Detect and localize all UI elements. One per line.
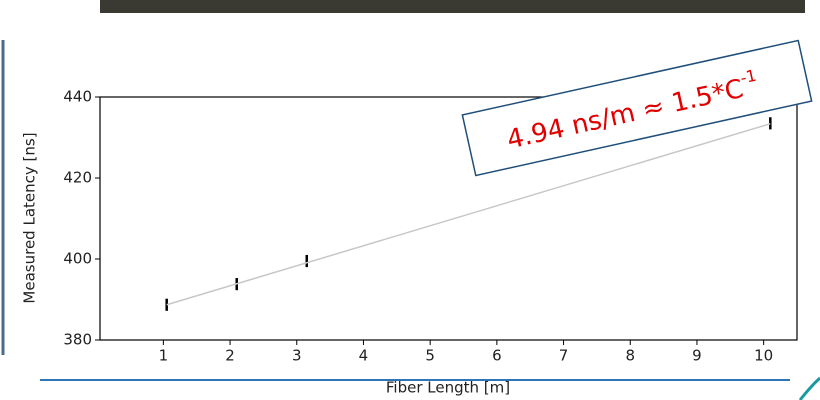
x-tick-label: 8 bbox=[625, 347, 635, 365]
x-tick-label: 3 bbox=[292, 347, 302, 365]
x-tick-label: 4 bbox=[359, 347, 369, 365]
y-tick-label: 440 bbox=[63, 88, 92, 106]
plot-frame bbox=[99, 96, 798, 341]
y-tick-label: 380 bbox=[63, 331, 92, 349]
y-tick-label: 400 bbox=[63, 250, 92, 268]
fit-line bbox=[166, 123, 771, 306]
x-tick-label: 7 bbox=[559, 347, 569, 365]
x-tick-label: 9 bbox=[692, 347, 702, 365]
photo-strip bbox=[100, 0, 805, 13]
x-tick-label: 5 bbox=[425, 347, 435, 365]
annotation-box bbox=[461, 39, 813, 177]
x-tick-label: 6 bbox=[492, 347, 502, 365]
y-tick-label: 420 bbox=[63, 169, 92, 187]
slide-decoration bbox=[798, 376, 820, 400]
annotation-superscript: -1 bbox=[738, 65, 758, 87]
x-tick-label: 10 bbox=[754, 347, 773, 365]
y-axis-label: Measured Latency [ns] bbox=[21, 132, 39, 303]
x-tick-label: 2 bbox=[225, 347, 235, 365]
x-tick-label: 1 bbox=[159, 347, 169, 365]
x-axis-label: Fiber Length [m] bbox=[386, 379, 510, 397]
